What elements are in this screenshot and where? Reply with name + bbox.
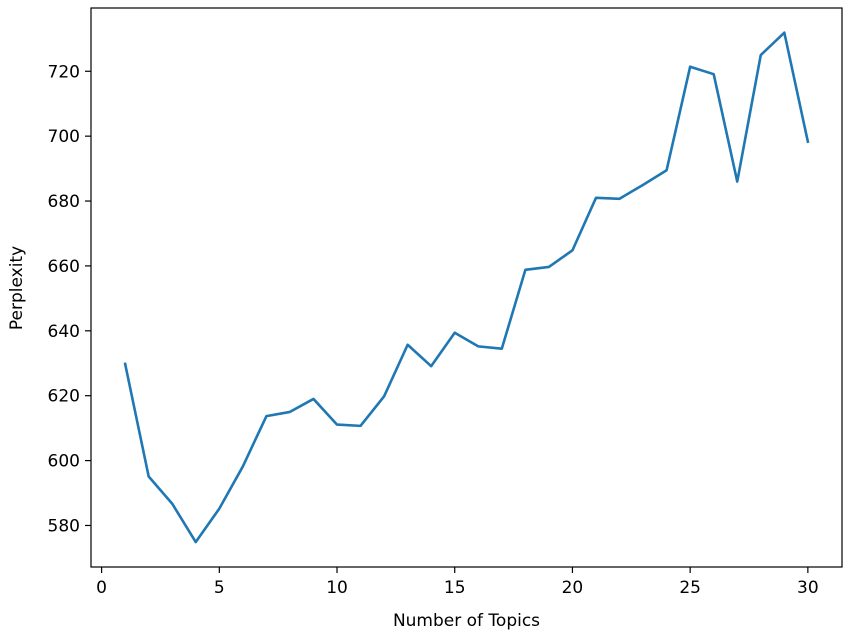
plot-background xyxy=(91,8,842,567)
y-tick-label: 640 xyxy=(48,322,80,342)
y-tick-label: 700 xyxy=(48,127,80,147)
x-tick-label: 5 xyxy=(214,578,225,598)
x-axis-label: Number of Topics xyxy=(393,611,540,631)
y-axis-label: Perplexity xyxy=(7,246,27,330)
y-tick-label: 720 xyxy=(48,62,80,82)
x-axis-ticks: 0 5 10 15 20 25 30 xyxy=(96,567,819,598)
x-tick-label: 0 xyxy=(96,578,107,598)
y-axis-ticks: 580 600 620 640 660 680 700 720 xyxy=(48,62,91,536)
x-tick-label: 15 xyxy=(444,578,466,598)
x-tick-label: 25 xyxy=(679,578,701,598)
y-tick-label: 660 xyxy=(48,257,80,277)
plot-frame xyxy=(90,7,843,568)
y-tick-label: 580 xyxy=(48,516,80,536)
y-tick-label: 620 xyxy=(48,387,80,407)
x-tick-label: 10 xyxy=(326,578,348,598)
series-group xyxy=(123,31,810,544)
perplexity-line xyxy=(123,31,810,544)
x-tick-label: 30 xyxy=(797,578,819,598)
x-tick-label: 20 xyxy=(562,578,584,598)
y-tick-label: 680 xyxy=(48,192,80,212)
y-tick-label: 600 xyxy=(48,452,80,472)
